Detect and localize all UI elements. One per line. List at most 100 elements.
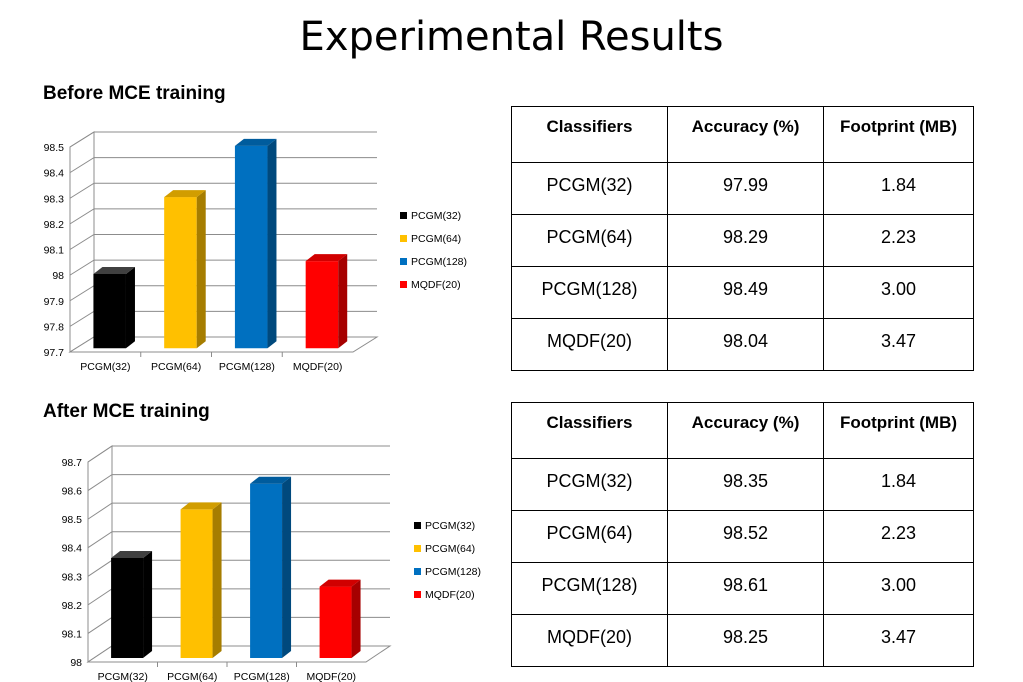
table-cell: 98.49 bbox=[667, 266, 824, 319]
legend-label: PCGM(32) bbox=[425, 520, 475, 532]
results-table-before-mce: Classifiers Accuracy (%) Footprint (MB) … bbox=[511, 106, 974, 371]
gridline bbox=[87, 531, 390, 549]
table-header-row: Classifiers Accuracy (%) Footprint (MB) bbox=[511, 106, 974, 163]
table-cell: MQDF(20) bbox=[511, 614, 668, 667]
table-cell: PCGM(32) bbox=[511, 458, 668, 511]
bar-side bbox=[125, 266, 135, 349]
table-cell: 3.47 bbox=[823, 614, 974, 667]
table-row: PCGM(128) 98.49 3.00 bbox=[511, 266, 974, 319]
table-cell: PCGM(128) bbox=[511, 266, 668, 319]
chart-floor bbox=[68, 336, 379, 353]
table-cell: 97.99 bbox=[667, 162, 824, 215]
bar-top bbox=[164, 190, 206, 198]
bar-front bbox=[250, 483, 283, 658]
table-header-cell: Footprint (MB) bbox=[823, 402, 974, 459]
y-tick-label: 97.7 bbox=[44, 347, 65, 359]
bar-side bbox=[196, 190, 206, 349]
table-cell: MQDF(20) bbox=[511, 318, 668, 371]
bar bbox=[250, 476, 292, 658]
bar-side bbox=[338, 254, 348, 349]
table-row: PCGM(32) 98.35 1.84 bbox=[511, 458, 974, 511]
x-tick-label: PCGM(64) bbox=[151, 361, 201, 373]
chart-side-wall bbox=[87, 445, 113, 663]
x-tick-label: PCGM(128) bbox=[219, 361, 275, 373]
y-tick-label: 97.9 bbox=[44, 296, 65, 308]
y-tick-label: 98.6 bbox=[62, 486, 83, 498]
legend-label: PCGM(64) bbox=[411, 233, 461, 245]
bar-front bbox=[305, 261, 339, 349]
table-cell: 98.29 bbox=[667, 214, 824, 267]
bar-front bbox=[93, 273, 126, 349]
section-title-after: After MCE training bbox=[43, 401, 210, 422]
bar-side bbox=[212, 502, 222, 658]
table-cell: 98.04 bbox=[667, 318, 824, 371]
y-tick-label: 98 bbox=[70, 657, 82, 669]
x-tick-label: PCGM(128) bbox=[234, 671, 290, 682]
bar-front bbox=[319, 586, 352, 658]
bar-front bbox=[234, 145, 268, 349]
table-cell: 2.23 bbox=[823, 214, 974, 267]
bar bbox=[180, 502, 222, 658]
results-table-after-mce: Classifiers Accuracy (%) Footprint (MB) … bbox=[511, 402, 974, 667]
bar bbox=[319, 579, 361, 658]
table-cell: 98.61 bbox=[667, 562, 824, 615]
legend-label: PCGM(128) bbox=[425, 566, 481, 578]
bar-chart-after-mce: 98 98.1 98.2 98.3 98.4 98.5 98.6 98.7 PCGM(32) PC… bbox=[62, 445, 481, 682]
y-tick-label: 98.4 bbox=[44, 168, 65, 180]
gridline bbox=[69, 157, 377, 174]
gridline bbox=[69, 208, 377, 225]
bar bbox=[164, 190, 206, 349]
table-cell: PCGM(64) bbox=[511, 510, 668, 563]
y-tick-label: 98.4 bbox=[62, 543, 83, 555]
table-cell: PCGM(32) bbox=[511, 162, 668, 215]
x-tick-label: PCGM(32) bbox=[98, 671, 148, 682]
gridline bbox=[69, 182, 377, 199]
bar-side bbox=[143, 551, 153, 658]
chart-floor bbox=[86, 645, 392, 663]
bar bbox=[111, 551, 153, 658]
bar-top bbox=[111, 551, 153, 558]
table-cell: 1.84 bbox=[823, 458, 974, 511]
slide-title: Experimental Results bbox=[299, 14, 724, 60]
gridline bbox=[69, 259, 377, 276]
legend-swatch bbox=[414, 591, 421, 598]
y-tick-label: 98.5 bbox=[62, 514, 83, 526]
table-row: MQDF(20) 98.25 3.47 bbox=[511, 614, 974, 667]
bar-chart-before-mce: 97.7 97.8 97.9 98 98.1 98.2 98.3 98.4 98.5 PCGM(3… bbox=[44, 131, 467, 373]
table-cell: PCGM(128) bbox=[511, 562, 668, 615]
table-header-cell: Accuracy (%) bbox=[667, 106, 824, 163]
table-cell: 3.00 bbox=[823, 266, 974, 319]
table-header-cell: Classifiers bbox=[511, 106, 668, 163]
legend-label: PCGM(32) bbox=[411, 210, 461, 222]
section-title-before: Before MCE training bbox=[43, 83, 226, 104]
table-header-cell: Accuracy (%) bbox=[667, 402, 824, 459]
legend-swatch bbox=[400, 258, 407, 265]
gridline bbox=[69, 131, 377, 148]
y-tick-label: 98.5 bbox=[44, 142, 65, 154]
x-tick-label: PCGM(32) bbox=[80, 361, 130, 373]
table-header-row: Classifiers Accuracy (%) Footprint (MB) bbox=[511, 402, 974, 459]
table-cell: PCGM(64) bbox=[511, 214, 668, 267]
bar-front bbox=[164, 197, 197, 349]
table-cell: 2.23 bbox=[823, 510, 974, 563]
legend-swatch bbox=[414, 568, 421, 575]
table-row: PCGM(64) 98.29 2.23 bbox=[511, 214, 974, 267]
bar-side bbox=[282, 476, 292, 658]
y-tick-label: 98.3 bbox=[44, 193, 65, 205]
bar-top bbox=[180, 502, 222, 510]
legend-label: PCGM(64) bbox=[425, 543, 475, 555]
x-tick-label: PCGM(64) bbox=[167, 671, 217, 682]
bar-front bbox=[111, 558, 144, 658]
bar-top bbox=[234, 138, 277, 146]
legend-label: PCGM(128) bbox=[411, 256, 467, 268]
gridline bbox=[69, 234, 377, 250]
bar-front bbox=[180, 509, 213, 658]
table-header-cell: Classifiers bbox=[511, 402, 668, 459]
x-tick-label: MQDF(20) bbox=[306, 671, 356, 682]
table-cell: 98.25 bbox=[667, 614, 824, 667]
bar-top bbox=[305, 254, 348, 262]
table-cell: 1.84 bbox=[823, 162, 974, 215]
gridline bbox=[87, 474, 390, 491]
y-tick-label: 98.1 bbox=[44, 245, 65, 257]
legend-label: MQDF(20) bbox=[411, 279, 461, 291]
